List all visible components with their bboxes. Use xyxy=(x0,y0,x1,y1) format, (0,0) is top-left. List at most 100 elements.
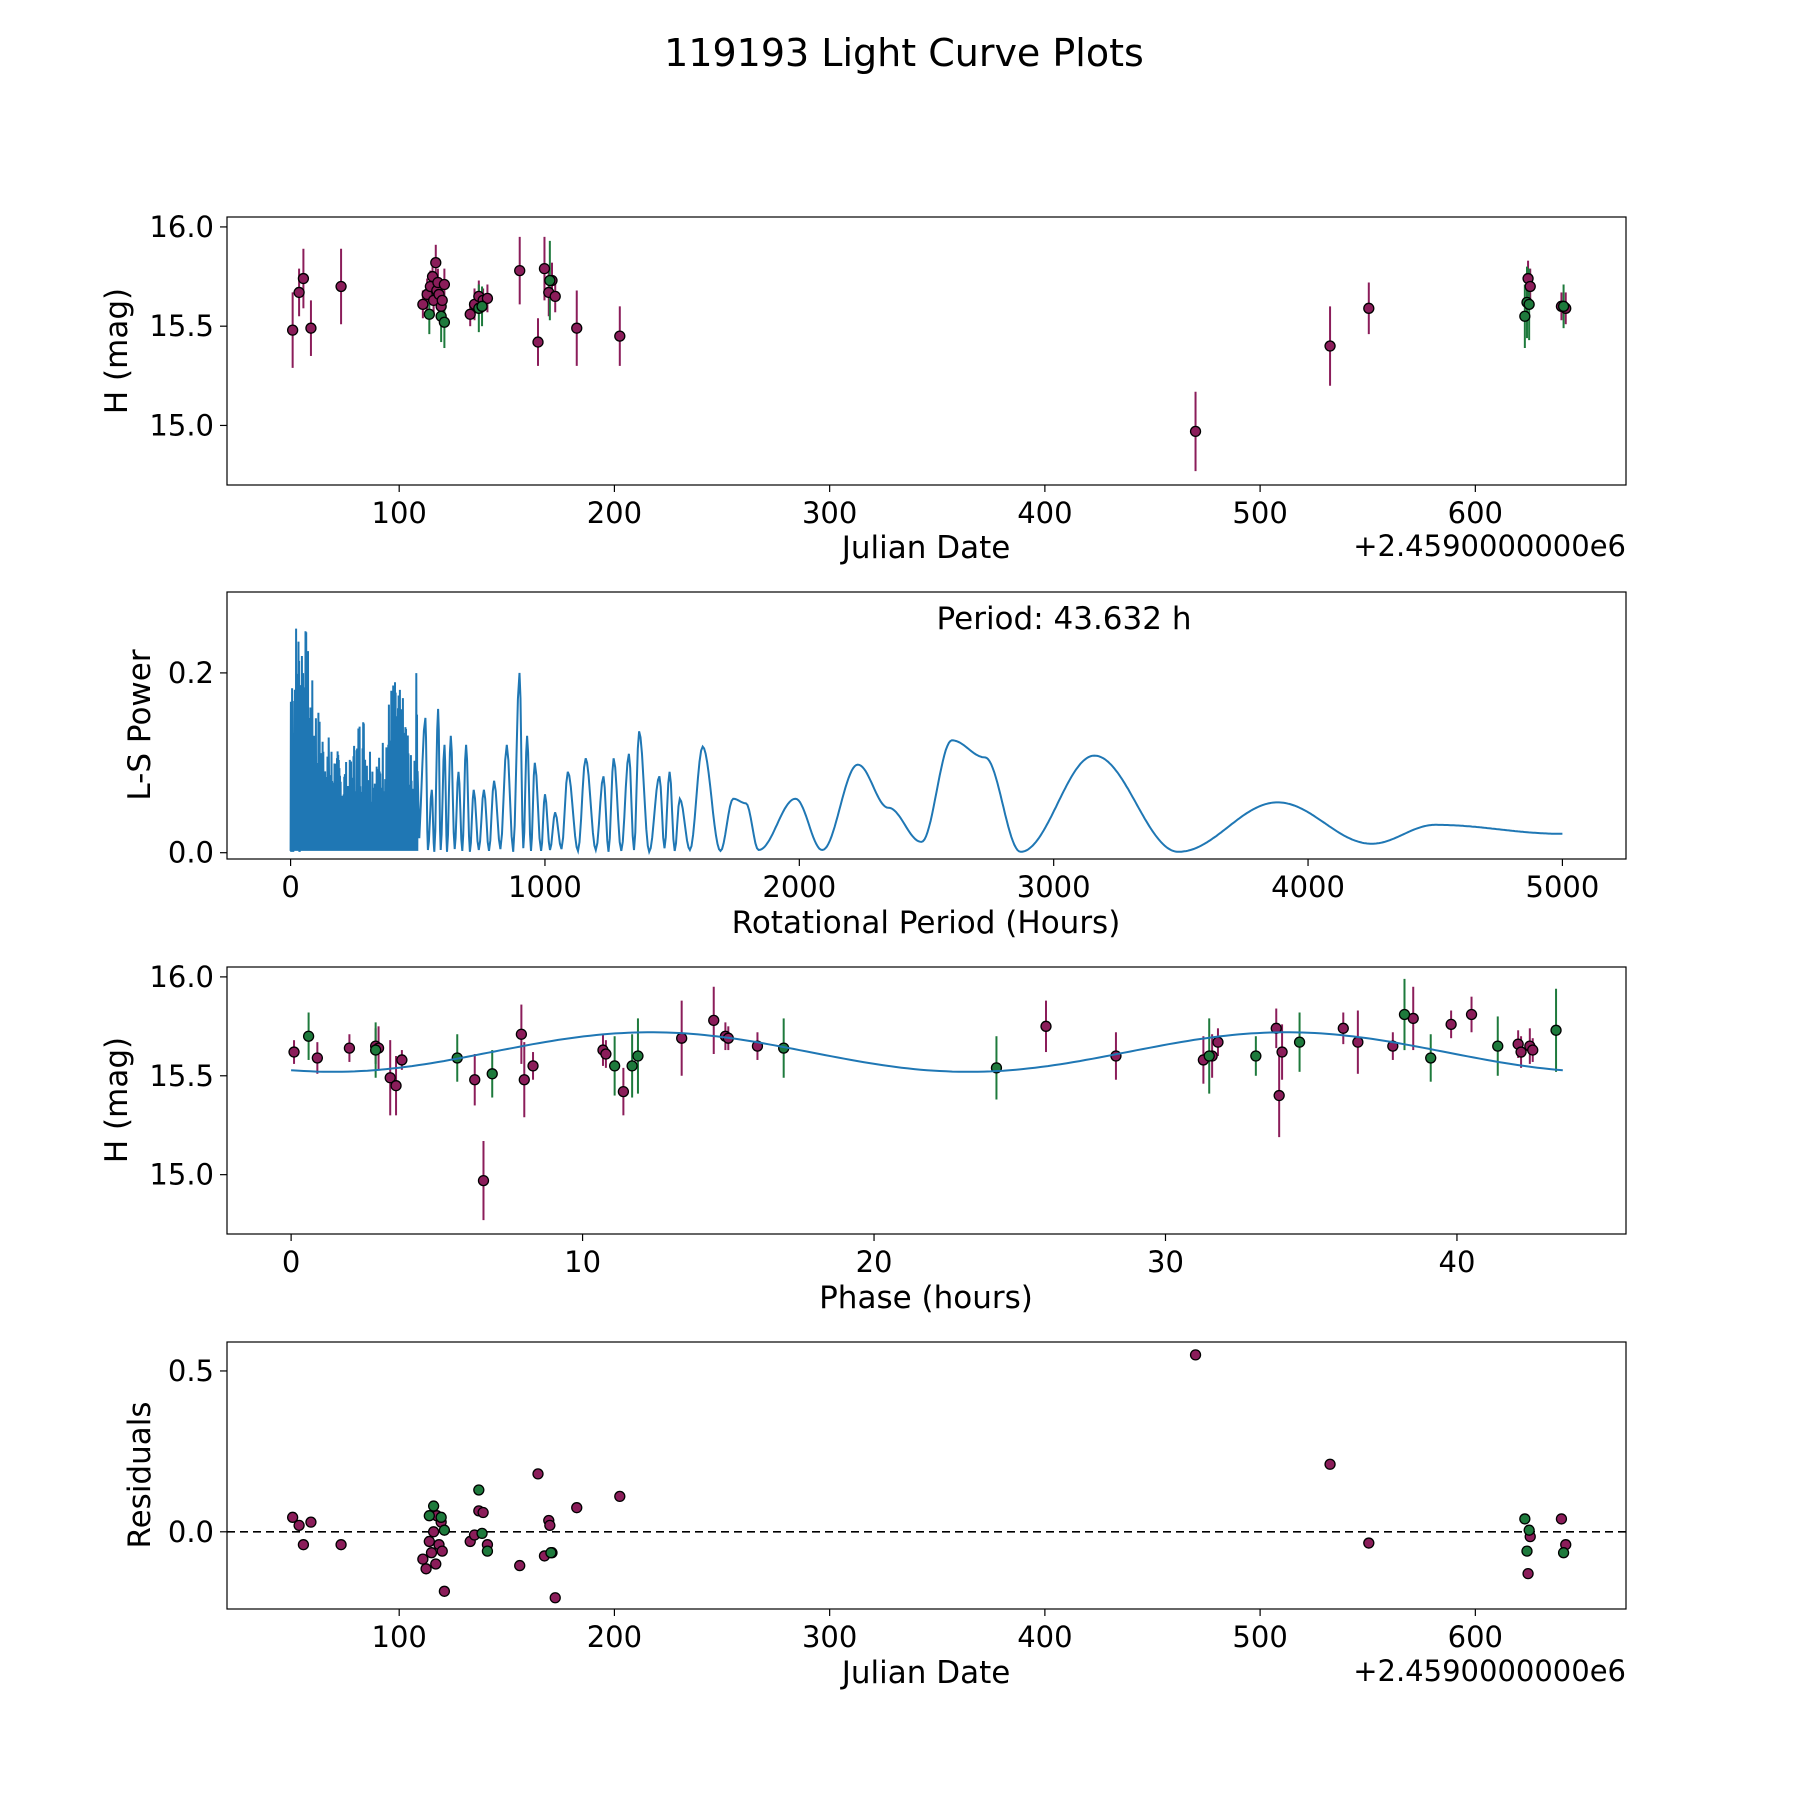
figure-title: 119193 Light Curve Plots xyxy=(664,31,1144,75)
periodogram-x-tick-label: 2000 xyxy=(762,870,836,904)
residuals-purple-point xyxy=(286,1511,299,1523)
periodogram-x-ticks: 0 1000 2000 3000 4000 5000 xyxy=(281,859,1599,904)
residuals-purple-point xyxy=(335,1539,347,1551)
panel-time-series: 100 200 300 400 500 600 15.0 15.5 16.0 Julian D… xyxy=(99,210,1627,566)
residuals-purple-point xyxy=(544,1519,556,1532)
time-series-purple-point xyxy=(335,280,347,293)
phase-folded-x-tick-label: 0 xyxy=(282,1245,300,1279)
phase-folded-purple-point xyxy=(1337,1022,1349,1034)
time-series-purple-point xyxy=(286,324,299,336)
phase-folded-y-tick-label: 15.0 xyxy=(149,1158,214,1192)
residuals-green-point xyxy=(435,1511,447,1523)
time-series-purple-point xyxy=(549,290,561,303)
time-series-purple-point xyxy=(438,278,451,291)
phase-folded-green-point xyxy=(302,1030,315,1042)
phase-folded-purple-point xyxy=(1212,1036,1224,1048)
residuals-x-tick-label: 300 xyxy=(802,1620,857,1654)
phase-folded-purple-point xyxy=(676,1032,688,1044)
periodogram-x-label: Rotational Period (Hours) xyxy=(732,905,1121,941)
time-series-x-tick-label: 400 xyxy=(1017,496,1072,530)
phase-folded-green-point xyxy=(1203,1050,1215,1062)
residuals-purple-point xyxy=(305,1516,317,1528)
phase-folded-y-tick-label: 16.0 xyxy=(149,960,214,994)
periodogram-x-tick-label: 4000 xyxy=(1271,870,1345,904)
residuals-purple-point xyxy=(571,1502,583,1514)
residuals-axes-frame xyxy=(226,1341,1627,1610)
panel-phase-folded: 0 10 20 30 40 15.0 15.5 16.0 Phase (hours) H (… xyxy=(99,960,1627,1316)
phase-folded-x-label: Phase (hours) xyxy=(819,1280,1033,1316)
residuals-offset-text: +2.4590000000e6 xyxy=(1353,1654,1626,1688)
residuals-purple-point xyxy=(417,1553,429,1565)
phase-folded-y-ticks: 15.0 15.5 16.0 xyxy=(149,960,227,1192)
residuals-purple-point xyxy=(293,1519,305,1532)
residuals-purple-point xyxy=(477,1506,489,1519)
time-series-purple-point xyxy=(514,264,526,277)
phase-folded-green-point xyxy=(1550,1024,1562,1036)
residuals-green-point xyxy=(1519,1513,1531,1525)
time-series-green-point xyxy=(1519,310,1531,322)
phase-folded-purple-point xyxy=(708,1014,720,1027)
residuals-x-label: Julian Date xyxy=(840,1655,1011,1691)
time-series-purple-point xyxy=(464,308,476,320)
residuals-purple-point xyxy=(614,1490,626,1503)
time-series-x-tick-label: 600 xyxy=(1448,496,1503,530)
periodogram-marks xyxy=(289,628,1563,856)
time-series-x-tick-label: 200 xyxy=(587,496,642,530)
periodogram-y-label: L-S Power xyxy=(122,649,158,800)
phase-folded-y-tick-label: 15.5 xyxy=(149,1059,214,1093)
residuals-purple-point xyxy=(436,1545,448,1557)
residuals-x-ticks: 100 200 300 400 500 600 xyxy=(372,1609,1503,1654)
phase-folded-purple-point xyxy=(1465,1008,1478,1021)
time-series-purple-point xyxy=(614,330,626,342)
phase-folded-purple-point xyxy=(1445,1018,1457,1031)
residuals-y-tick-label: 0.0 xyxy=(168,1515,214,1549)
phase-folded-green-point xyxy=(608,1060,621,1072)
phase-folded-purple-point xyxy=(1040,1020,1052,1032)
residuals-purple-point xyxy=(1522,1567,1534,1580)
time-series-purple-point xyxy=(538,262,551,275)
residuals-purple-point xyxy=(438,1585,451,1597)
time-series-purple-point xyxy=(481,292,494,305)
residuals-green-point xyxy=(1557,1547,1570,1559)
time-series-green-point xyxy=(438,316,451,328)
residuals-purple-point xyxy=(297,1539,310,1551)
time-series-y-label: H (mag) xyxy=(99,288,135,414)
phase-folded-purple-point xyxy=(1515,1046,1527,1058)
residuals-green-point xyxy=(545,1547,557,1559)
residuals-x-tick-label: 100 xyxy=(372,1620,427,1654)
residuals-purple-point xyxy=(427,1526,440,1538)
phase-folded-x-tick-label: 20 xyxy=(856,1245,893,1279)
periodogram-x-tick-label: 3000 xyxy=(1017,870,1091,904)
phase-folded-x-tick-label: 40 xyxy=(1439,1245,1476,1279)
residuals-purple-point xyxy=(549,1592,561,1604)
time-series-purple-point xyxy=(297,272,310,285)
residuals-x-tick-label: 500 xyxy=(1232,1620,1287,1654)
periodogram-y-tick-label: 0.0 xyxy=(168,836,214,870)
phase-folded-purple-point xyxy=(396,1054,408,1066)
residuals-purple-point xyxy=(1324,1458,1336,1470)
residuals-green-point xyxy=(1523,1524,1535,1536)
time-series-purple-point xyxy=(293,286,305,299)
phase-folded-x-tick-label: 10 xyxy=(564,1245,601,1279)
residuals-green-point xyxy=(1521,1545,1533,1557)
phase-folded-purple-point xyxy=(527,1060,539,1072)
time-series-green-point xyxy=(1523,298,1535,310)
phase-folded-purple-point xyxy=(477,1174,490,1187)
phase-folded-green-point xyxy=(1492,1040,1504,1052)
time-series-green-point xyxy=(423,308,435,320)
residuals-green-point xyxy=(423,1510,435,1522)
panel-periodogram: 0 1000 2000 3000 4000 5000 0.0 0.2 Period: 43.… xyxy=(122,591,1627,941)
residuals-green-point xyxy=(481,1545,494,1557)
time-series-x-tick-label: 100 xyxy=(372,496,427,530)
phase-folded-green-point xyxy=(1398,1008,1411,1021)
phase-folded-green-point xyxy=(1425,1052,1437,1064)
phase-folded-purple-point xyxy=(600,1048,612,1060)
residuals-x-tick-label: 600 xyxy=(1448,1620,1503,1654)
residuals-purple-point xyxy=(1189,1349,1202,1361)
time-series-axes-frame xyxy=(226,216,1627,486)
panel-residuals: 100 200 300 400 500 600 0.0 0.5 Julian Date Re… xyxy=(122,1341,1627,1691)
residuals-purple-point xyxy=(514,1559,526,1572)
phase-folded-purple-point xyxy=(518,1074,530,1086)
residuals-marks xyxy=(227,1349,1626,1604)
